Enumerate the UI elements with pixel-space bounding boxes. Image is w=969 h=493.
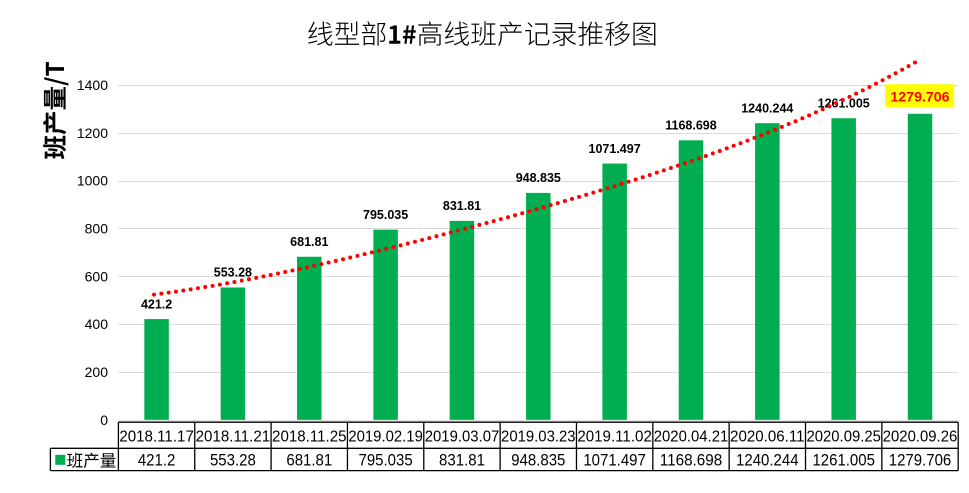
svg-text:2020.09.25: 2020.09.25: [806, 428, 881, 445]
svg-text:1261.005: 1261.005: [812, 450, 875, 469]
svg-text:400: 400: [85, 316, 109, 332]
svg-text:1279.706: 1279.706: [890, 88, 949, 104]
svg-text:1240.244: 1240.244: [741, 101, 793, 115]
svg-text:2020.06.11: 2020.06.11: [730, 428, 805, 445]
svg-text:2018.11.17: 2018.11.17: [119, 428, 194, 445]
svg-text:0: 0: [100, 412, 108, 428]
svg-text:2018.11.25: 2018.11.25: [272, 428, 347, 445]
svg-text:800: 800: [85, 221, 109, 237]
svg-text:681.81: 681.81: [286, 450, 332, 469]
svg-text:421.2: 421.2: [138, 450, 176, 469]
svg-text:2019.03.23: 2019.03.23: [501, 428, 576, 445]
svg-text:553.28: 553.28: [210, 450, 256, 469]
svg-text:1200: 1200: [77, 125, 108, 141]
svg-text:1400: 1400: [77, 77, 108, 93]
svg-text:2020.09.26: 2020.09.26: [883, 428, 958, 445]
svg-text:795.035: 795.035: [359, 450, 413, 469]
svg-text:2019.02.19: 2019.02.19: [348, 428, 423, 445]
svg-text:831.81: 831.81: [439, 450, 485, 469]
svg-text:1168.698: 1168.698: [665, 119, 716, 133]
svg-text:948.835: 948.835: [516, 171, 561, 185]
svg-text:1168.698: 1168.698: [660, 450, 723, 469]
svg-text:1071.497: 1071.497: [589, 142, 641, 156]
svg-text:421.2: 421.2: [141, 297, 172, 311]
svg-text:948.835: 948.835: [511, 450, 565, 469]
svg-text:1240.244: 1240.244: [736, 450, 799, 469]
svg-text:1000: 1000: [77, 173, 108, 189]
svg-text:2019.03.07: 2019.03.07: [425, 428, 500, 445]
svg-text:1279.706: 1279.706: [889, 450, 952, 469]
svg-text:200: 200: [85, 364, 109, 380]
svg-text:681.81: 681.81: [290, 235, 328, 249]
svg-text:600: 600: [85, 268, 109, 284]
svg-text:2019.11.02: 2019.11.02: [577, 428, 652, 445]
svg-text:2018.11.21: 2018.11.21: [196, 428, 271, 445]
svg-text:553.28: 553.28: [214, 266, 252, 280]
svg-text:831.81: 831.81: [443, 199, 481, 213]
svg-text:1071.497: 1071.497: [583, 450, 646, 469]
svg-text:795.035: 795.035: [363, 208, 408, 222]
svg-text:2020.04.21: 2020.04.21: [654, 428, 729, 445]
